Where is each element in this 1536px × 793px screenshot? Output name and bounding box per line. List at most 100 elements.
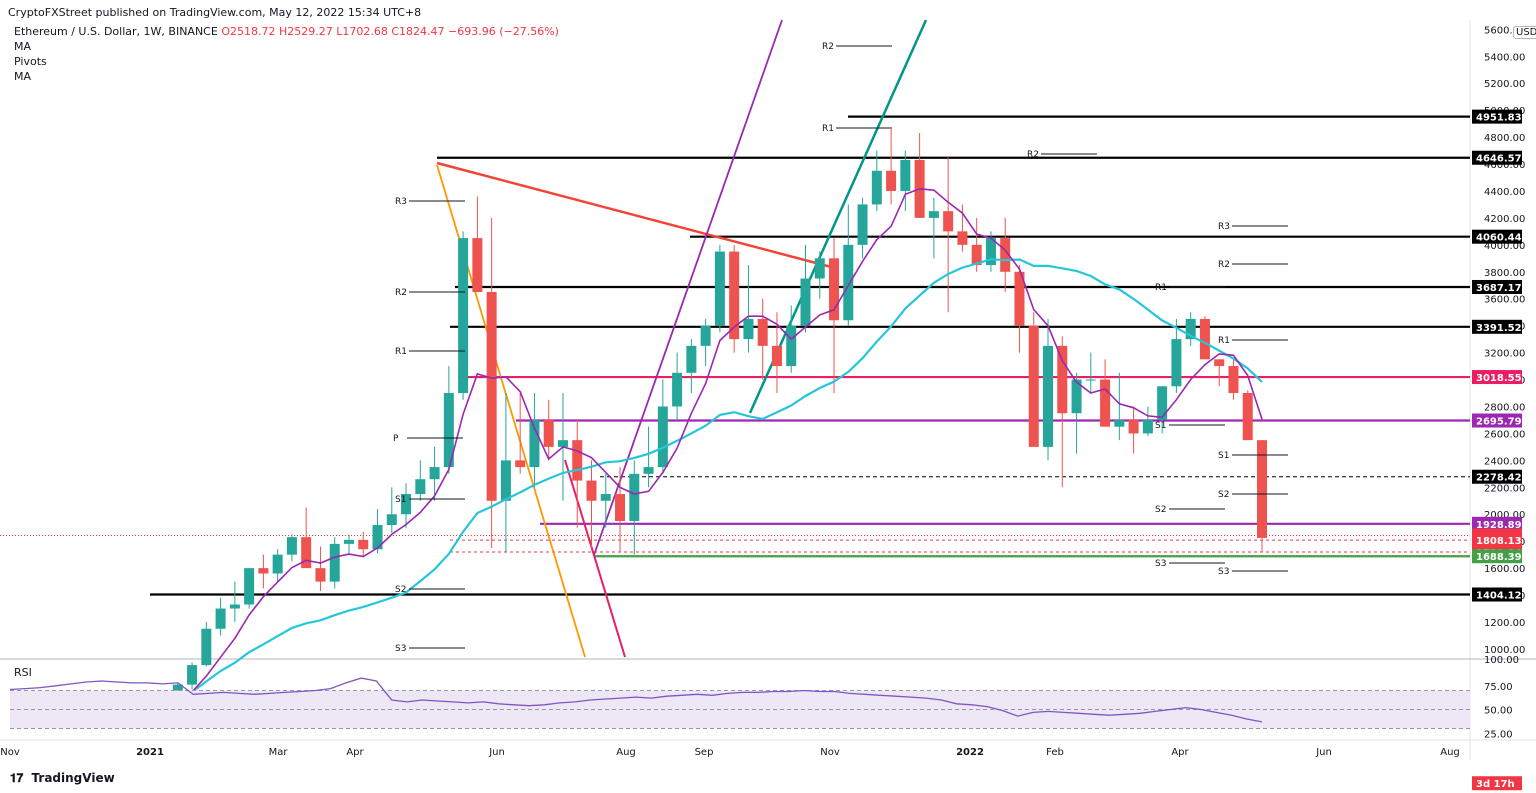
candle-body xyxy=(971,244,982,266)
candle-body xyxy=(771,345,782,367)
candle-body xyxy=(586,480,597,501)
candle-body xyxy=(814,258,825,279)
candle-body xyxy=(1114,419,1125,427)
candle-body xyxy=(829,258,840,321)
candle-body xyxy=(886,170,897,191)
candle-body xyxy=(529,419,540,468)
candle-body xyxy=(557,440,568,447)
x-tick-label: Aug xyxy=(616,747,636,758)
currency-button[interactable]: USD xyxy=(1513,26,1536,39)
y-tick-label: 4400.00 xyxy=(1484,187,1525,198)
rsi-tick: 75.00 xyxy=(1484,682,1513,693)
price-label: 1808.13 xyxy=(1476,536,1522,547)
pivot-label: S3 xyxy=(395,644,406,654)
price-label: 4646.57 xyxy=(1476,154,1522,165)
candle-body xyxy=(629,473,640,521)
candle-body xyxy=(458,238,469,394)
candle-body xyxy=(1242,393,1253,441)
pivot-label: S1 xyxy=(1218,451,1229,461)
candle-body xyxy=(1057,345,1068,414)
pivot-label: R2 xyxy=(822,42,834,52)
candle-body xyxy=(286,537,297,555)
y-tick-label: 3800.00 xyxy=(1484,268,1525,279)
candle-body xyxy=(415,479,426,495)
trendline-pink xyxy=(564,459,626,658)
pivot-label: S3 xyxy=(1218,567,1229,577)
candle-body xyxy=(572,440,583,481)
price-label: 4060.44 xyxy=(1476,233,1522,244)
x-tick-label: Aug xyxy=(1440,747,1460,758)
candle-body xyxy=(657,406,668,468)
price-label-box xyxy=(1472,549,1522,564)
x-tick-label: Apr xyxy=(346,747,364,758)
pivot-label: R3 xyxy=(395,197,407,207)
price-label: 2278.42 xyxy=(1476,473,1522,484)
price-label-box xyxy=(1472,516,1522,531)
candle-body xyxy=(957,231,968,245)
ohlc-close: C1824.47 xyxy=(391,25,445,38)
candle-body xyxy=(543,419,554,447)
candle-body xyxy=(329,543,340,582)
candle-body xyxy=(1043,345,1054,447)
pivot-label: P xyxy=(393,434,399,444)
y-tick-label: 4200.00 xyxy=(1484,214,1525,225)
x-tick-label: Feb xyxy=(1046,747,1064,758)
trendline-purple xyxy=(593,19,783,556)
trendline-red xyxy=(436,161,836,270)
y-tick-label: 2200.00 xyxy=(1484,483,1525,494)
ohlc-change: −693.96 (−27.56%) xyxy=(448,25,559,38)
indicator-pivots[interactable]: Pivots xyxy=(14,55,47,68)
candle-body xyxy=(757,318,768,346)
x-tick-label: 2021 xyxy=(136,747,164,758)
price-label-box xyxy=(1472,469,1522,484)
candle-body xyxy=(1214,359,1225,367)
candle-body xyxy=(643,467,654,474)
candle-body xyxy=(928,211,939,218)
price-label-box xyxy=(1472,279,1522,294)
candle-body xyxy=(686,345,697,373)
candle-body xyxy=(1157,386,1168,420)
price-label-box xyxy=(1472,150,1522,165)
candle-body xyxy=(985,238,996,266)
candle-body xyxy=(1085,379,1096,381)
candle-body xyxy=(272,554,283,574)
rsi-line xyxy=(9,677,1263,723)
candle-body xyxy=(743,318,754,340)
x-tick-label: Nov xyxy=(820,747,840,758)
indicator-ma-fast[interactable]: MA xyxy=(14,40,32,53)
pivot-label: S1 xyxy=(1155,421,1166,431)
candle-body xyxy=(1028,325,1039,447)
pivot-label: R2 xyxy=(395,288,407,298)
ohlc-open: O2518.72 xyxy=(221,25,276,38)
price-label-box xyxy=(1472,587,1522,602)
price-label-box xyxy=(1472,109,1522,124)
x-tick-label: 2022 xyxy=(956,747,984,758)
candle-body xyxy=(229,604,240,609)
pivot-label: R3 xyxy=(1218,222,1230,232)
candle-body xyxy=(1128,419,1139,434)
y-tick-label: 4000.00 xyxy=(1484,241,1525,252)
tradingview-logo-icon: 𝟏𝟕 xyxy=(10,771,24,785)
candle-body xyxy=(472,238,483,292)
indicator-ma-slow[interactable]: MA xyxy=(14,70,32,83)
price-label: 1404.12 xyxy=(1476,591,1522,602)
ma-fast-line xyxy=(134,187,1263,709)
x-tick-label: Apr xyxy=(1171,747,1189,758)
pivot-label: S3 xyxy=(1155,559,1166,569)
y-tick-label: 1600.00 xyxy=(1484,564,1525,575)
candle-body xyxy=(500,460,511,501)
price-label: 3391.52 xyxy=(1476,323,1522,334)
y-tick-label: 2400.00 xyxy=(1484,456,1525,467)
candle-body xyxy=(443,393,454,468)
price-label: 4951.83 xyxy=(1476,113,1522,124)
candle-body xyxy=(700,325,711,346)
candle-body xyxy=(215,608,226,629)
price-label: 3687.17 xyxy=(1476,283,1522,294)
price-label: 1688.39 xyxy=(1476,552,1522,563)
y-tick-label: 1200.00 xyxy=(1484,618,1525,629)
candle-body xyxy=(301,537,312,569)
candle-body xyxy=(258,568,269,574)
price-label: 2695.79 xyxy=(1476,417,1522,428)
pivot-label: S1 xyxy=(395,495,406,505)
